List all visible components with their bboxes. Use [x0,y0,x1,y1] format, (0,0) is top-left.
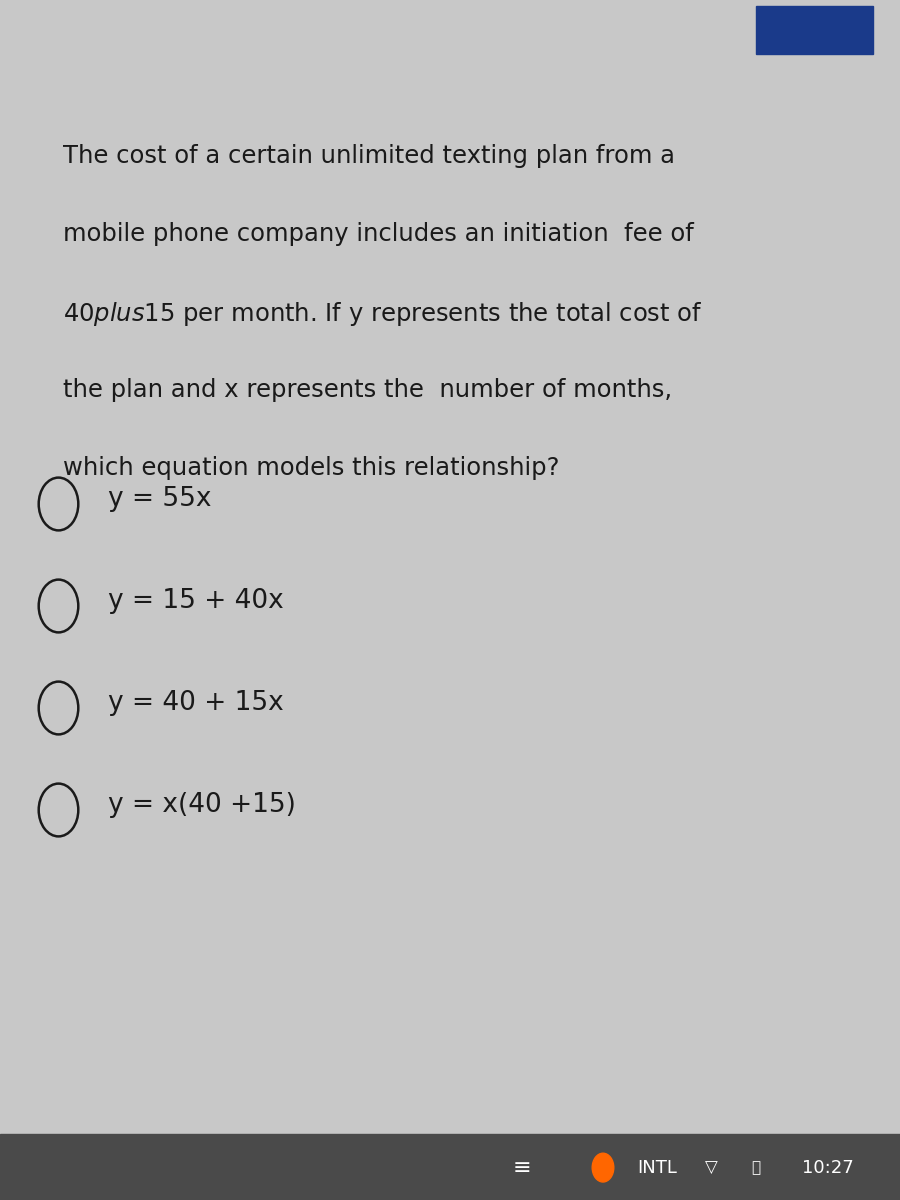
Text: $40 plus $15 per month. If y represents the total cost of: $40 plus $15 per month. If y represents … [63,300,703,328]
Text: y = x(40 +15): y = x(40 +15) [108,792,296,818]
Circle shape [592,1153,614,1182]
Text: the plan and x represents the  number of months,: the plan and x represents the number of … [63,378,672,402]
Text: 10:27: 10:27 [802,1159,854,1176]
Text: y = 55x: y = 55x [108,486,212,512]
FancyBboxPatch shape [0,1134,900,1200]
Text: 🔒: 🔒 [752,1160,760,1175]
Text: INTL: INTL [637,1159,677,1176]
Text: y = 40 + 15x: y = 40 + 15x [108,690,284,716]
Text: which equation models this relationship?: which equation models this relationship? [63,456,560,480]
Text: ≡: ≡ [513,1158,531,1177]
FancyBboxPatch shape [756,6,873,54]
Text: The cost of a certain unlimited texting plan from a: The cost of a certain unlimited texting … [63,144,675,168]
Text: mobile phone company includes an initiation  fee of: mobile phone company includes an initiat… [63,222,694,246]
Text: ▽: ▽ [705,1159,717,1176]
Text: y = 15 + 40x: y = 15 + 40x [108,588,284,614]
